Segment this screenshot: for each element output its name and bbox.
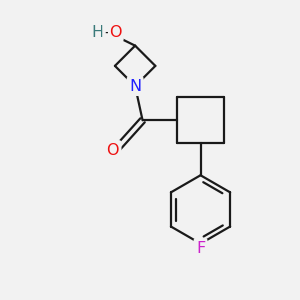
Text: F: F [196, 241, 205, 256]
Text: N: N [129, 79, 141, 94]
Text: O: O [110, 25, 122, 40]
Text: O: O [106, 142, 119, 158]
Text: -: - [104, 25, 110, 40]
Text: H: H [91, 25, 103, 40]
